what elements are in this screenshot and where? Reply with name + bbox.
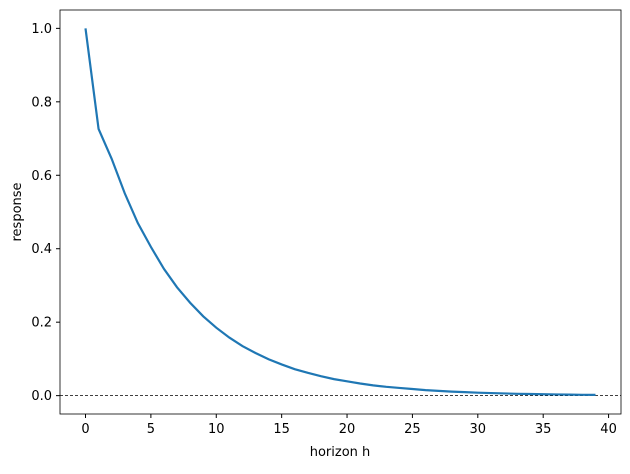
y-axis-label: response [10,182,25,241]
x-tick-label: 10 [208,422,225,437]
x-tick-label: 15 [273,422,290,437]
y-tick-label: 0.6 [31,169,52,184]
x-tick-label: 5 [147,422,155,437]
y-tick-label: 1.0 [31,22,52,37]
x-tick-label: 30 [470,422,487,437]
y-tick-label: 0.4 [31,242,52,257]
x-tick-label: 40 [600,422,617,437]
y-tick-label: 0.8 [31,95,52,110]
x-tick-label: 0 [81,422,89,437]
y-tick-label: 0.0 [31,389,52,404]
line [84,28,596,397]
plot-frame [59,9,622,415]
x-tick-label: 25 [404,422,421,437]
x-tick-label: 35 [535,422,552,437]
x-axis-label: horizon h [310,445,371,460]
x-tick-label: 20 [339,422,356,437]
y-tick-label: 0.2 [31,316,52,331]
